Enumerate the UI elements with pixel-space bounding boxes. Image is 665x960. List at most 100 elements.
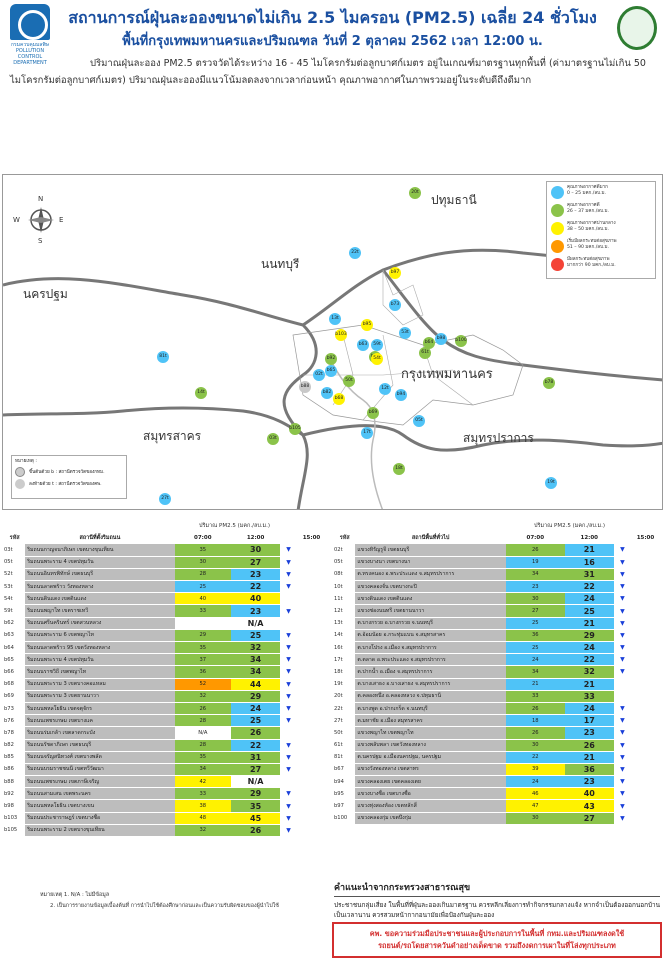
value-1500	[297, 775, 326, 789]
station-code: 53t	[4, 580, 26, 594]
station-marker: b92	[325, 353, 337, 365]
value-1200: 29	[231, 690, 281, 703]
station-name: ต.บางพูด อ.ปากเกร็ด จ.นนทบุรี	[355, 702, 506, 716]
table-row: b98 ริมถนนพหลโยธิน เขตบางเขน 38 35 ▼	[4, 799, 326, 813]
station-name: ริมถนนกาญจนาภิเษก เขตบางขุนเทียน	[25, 544, 175, 557]
station-marker: 22t	[349, 247, 361, 259]
station-name: แขวงพลับพลา เขตวังทองหลาง	[355, 739, 506, 752]
station-name: ต.นครปฐม อ.เมืองนครปฐม, นครปฐม	[355, 751, 506, 764]
trend-down-icon: ▼	[613, 617, 631, 630]
value-1200: 24	[564, 592, 614, 606]
trend-down-icon: ▼	[613, 556, 631, 569]
station-code: 22t	[334, 702, 356, 716]
header: กรมควบคุมมลพิษ POLLUTION CONTROL DEPARTM…	[0, 0, 665, 66]
legend-range: 51 – 90 มคก./ลบ.ม.	[567, 245, 609, 250]
station-name: ริมถนนพระราม 4 เขตปทุมวัน	[25, 653, 175, 667]
trend-down-icon: ▼	[613, 702, 631, 716]
table-row: 27t ต.มหาชัย อ.เมือง สมุทรสาคร 18 17 ▼	[334, 714, 660, 728]
value-0700: 34	[505, 665, 565, 679]
station-marker: b64	[423, 337, 435, 349]
legend-range: 26 – 37 มคก./ลบ.ม.	[567, 209, 609, 214]
value-1200: 45	[231, 812, 281, 825]
station-name: แขวงวังทองหลาง เขตสาทร	[355, 763, 506, 777]
station-name: แขวงบางนา เขตบางนา	[355, 556, 506, 569]
value-1200: 26	[231, 824, 281, 838]
value-0700: N/A	[174, 726, 232, 740]
table-row: 59t ริมถนนพญาไท เขตราชเทวี 33 23 ▼	[4, 604, 326, 618]
value-1500	[297, 690, 326, 703]
value-1500	[297, 641, 326, 655]
station-code: b67	[334, 763, 356, 777]
col-1200: 12:00	[580, 535, 599, 541]
station-code: b66	[4, 665, 26, 679]
value-0700: 37	[174, 653, 232, 667]
value-1200: 25	[231, 714, 281, 728]
compass-e: E	[59, 216, 64, 224]
value-1500	[630, 739, 660, 752]
station-code: b92	[4, 787, 26, 801]
value-1500	[630, 665, 660, 679]
station-name: แขวงดินแดง เขตดินแดง	[355, 592, 506, 606]
station-code: b100	[334, 812, 356, 825]
value-1500	[630, 702, 660, 716]
station-code: 13t	[334, 617, 356, 630]
station-marker: 13t	[329, 313, 341, 325]
station-marker: 50t	[343, 375, 355, 387]
station-code: 59t	[4, 604, 26, 618]
station-name: ริมถนนศรีนครินทร์ เขตสวนหลวง	[25, 617, 175, 630]
station-name: ริมถนนเพชรเกษม เขตภาษีเจริญ	[25, 775, 175, 789]
value-1200: N/A	[231, 775, 281, 789]
col-code: รหัส	[339, 535, 350, 541]
station-code: 11t	[334, 592, 356, 606]
trend-down-icon	[280, 592, 297, 606]
value-0700: 35	[174, 751, 232, 764]
station-name: ต.มหาชัย อ.เมือง สมุทรสาคร	[355, 714, 506, 728]
station-marker: 17t	[361, 427, 373, 439]
value-1500	[630, 690, 660, 703]
value-1500	[297, 653, 326, 667]
station-name: ริมถนนพระราม 2 เขตบางขุนเทียน	[25, 824, 175, 838]
table-row: 54t ริมถนนดินแดง เขตดินแดง 40 40	[4, 592, 326, 606]
station-name: ริมถนนจรัญสนิทวงศ์ เขตบางพลัด	[25, 751, 175, 764]
station-name: แขวงทุ่งสองห้อง เขตหลักสี่	[355, 799, 506, 813]
station-code: b73	[4, 702, 26, 716]
value-1500	[630, 799, 660, 813]
value-0700: 19	[505, 556, 565, 569]
station-code: 05t	[4, 556, 26, 569]
value-1500	[630, 580, 660, 594]
value-1200: 22	[231, 580, 281, 594]
station-name: ต.ตลาด อ.พระประแดง จ.สมุทรปราการ	[355, 653, 506, 667]
value-1200: 24	[564, 702, 614, 716]
value-0700: 36	[174, 665, 232, 679]
trend-down-icon: ▼	[280, 653, 297, 667]
station-name: ต.คลองหนึ่ง อ.คลองหลวง จ.ปทุมธานี	[355, 690, 506, 703]
value-1200: 34	[231, 665, 281, 679]
province-label: สมุทรสาคร	[143, 429, 202, 443]
col-1500: 15:00	[302, 535, 321, 541]
value-1500	[630, 678, 660, 691]
value-0700: 30	[505, 592, 565, 606]
value-0700: 35	[174, 544, 232, 557]
value-0700: 29	[174, 629, 232, 643]
trend-down-icon: ▼	[613, 641, 631, 655]
value-1200: 40	[564, 787, 614, 801]
request-line-1: คพ. ขอความร่วมมือประชาชนและผู้ประกอบการใ…	[369, 929, 625, 938]
value-1500	[630, 556, 660, 569]
value-1500	[297, 751, 326, 764]
value-0700: 48	[174, 812, 232, 825]
value-1200: 36	[564, 763, 614, 777]
trend-down-icon: ▼	[280, 763, 297, 777]
trend-down-icon: ▼	[280, 824, 297, 838]
col-1200: 12:00	[246, 535, 265, 541]
value-1200: 21	[564, 751, 614, 764]
note-line: ขึ้นต้นด้วย b : สถานีตรวจวัดของกทม.	[29, 469, 105, 475]
legend-item: คุณภาพอากาศปานกลาง 38 – 50 มคก./ลบ.ม.	[551, 221, 651, 235]
station-name: ริมถนนลาดพร้าว วังทองหลาง	[25, 580, 175, 594]
station-marker: 54t	[371, 353, 383, 365]
value-0700: 26	[174, 702, 232, 716]
value-1200: 30	[231, 544, 281, 557]
request-line-2: รถยนต์/รถโดยสารควันดำอย่างเด็ดขาด รวมถึง…	[378, 941, 616, 950]
value-1500	[297, 678, 326, 691]
col-code: รหัส	[9, 535, 20, 541]
station-code: 10t	[334, 580, 356, 594]
